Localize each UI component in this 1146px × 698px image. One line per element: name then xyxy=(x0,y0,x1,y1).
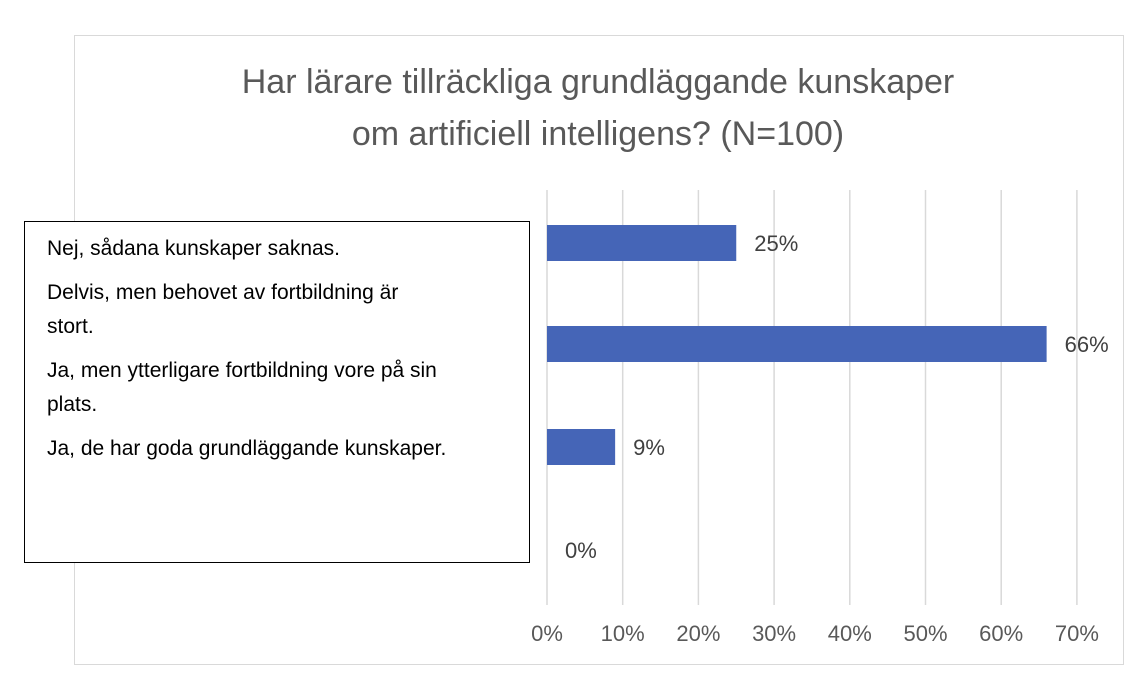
x-tick-label: 40% xyxy=(828,621,872,646)
category-label: Nej, sådana kunskaper saknas. xyxy=(47,232,509,266)
category-label-line: stort. xyxy=(47,315,94,338)
category-label-box: Nej, sådana kunskaper saknas. Delvis, men… xyxy=(24,221,530,563)
chart-title-line-2: om artificiell intelligens? (N=100) xyxy=(352,115,844,153)
data-label: 66% xyxy=(1065,332,1109,357)
x-tick-label: 50% xyxy=(903,621,947,646)
chart-title: Har lärare tillräckliga grundläggande ku… xyxy=(242,63,955,153)
bar xyxy=(547,225,737,261)
x-tick-label: 0% xyxy=(531,621,563,646)
category-label-line: Delvis, men behovet av fortbildning är xyxy=(47,281,399,304)
x-axis-ticks: 0% 10% 20% 30% 40% 50% 60% 70% xyxy=(531,621,1099,646)
data-label: 25% xyxy=(754,231,798,256)
x-tick-label: 20% xyxy=(676,621,720,646)
x-tick-label: 30% xyxy=(752,621,796,646)
chart-title-line-1: Har lärare tillräckliga grundläggande ku… xyxy=(242,63,955,101)
data-label: 9% xyxy=(633,435,665,460)
x-tick-label: 10% xyxy=(601,621,645,646)
category-label: Ja, men ytterligare fortbildning vore på… xyxy=(47,354,509,422)
data-label: 0% xyxy=(565,538,597,563)
category-label-line: Ja, de har goda grundläggande kunskaper. xyxy=(47,437,447,460)
data-labels: 25% 66% 9% 0% xyxy=(565,231,1109,563)
category-label-line: plats. xyxy=(47,393,98,416)
category-label: Delvis, men behovet av fortbildning är st… xyxy=(47,276,509,344)
bar xyxy=(547,429,616,465)
category-label-line: Nej, sådana kunskaper saknas. xyxy=(47,237,341,260)
x-tick-label: 60% xyxy=(979,621,1023,646)
category-label-line: Ja, men ytterligare fortbildning vore på… xyxy=(47,359,437,382)
x-tick-label: 70% xyxy=(1055,621,1099,646)
bar xyxy=(547,326,1047,362)
category-label: Ja, de har goda grundläggande kunskaper. xyxy=(47,432,509,466)
bars xyxy=(547,225,1047,465)
